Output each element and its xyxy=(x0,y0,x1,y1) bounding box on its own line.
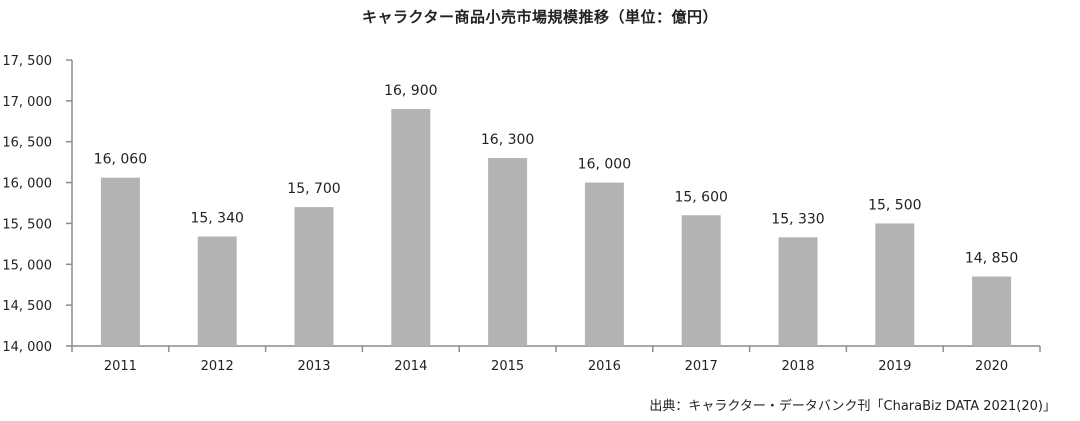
x-tick-label: 2013 xyxy=(297,359,330,374)
y-tick-label: 14, 500 xyxy=(2,299,52,314)
bar xyxy=(584,182,624,346)
data-label: 14, 850 xyxy=(965,251,1018,267)
bar xyxy=(391,109,431,347)
data-label: 15, 700 xyxy=(287,181,340,197)
chart-title: キャラクター商品小売市場規模推移（単位：億円） xyxy=(362,8,718,26)
y-tick-label: 16, 500 xyxy=(2,136,52,151)
bar xyxy=(875,223,915,346)
x-tick-label: 2017 xyxy=(685,359,718,374)
bar xyxy=(681,215,721,346)
data-label: 15, 500 xyxy=(868,197,921,213)
y-tick-label: 14, 000 xyxy=(2,340,52,355)
bar xyxy=(100,177,140,346)
x-tick-label: 2011 xyxy=(104,359,137,374)
bar xyxy=(488,158,528,346)
bar xyxy=(294,207,334,346)
y-tick-label: 15, 000 xyxy=(2,258,52,273)
x-tick-label: 2016 xyxy=(588,359,621,374)
x-tick-label: 2018 xyxy=(781,359,814,374)
data-label: 16, 300 xyxy=(481,132,534,148)
x-tick-label: 2014 xyxy=(394,359,427,374)
data-label: 16, 060 xyxy=(94,152,147,168)
data-label: 16, 900 xyxy=(384,83,437,99)
data-labels: 16, 060 15, 340 15, 700 16, 900 16, 300 16, 0… xyxy=(94,83,1019,267)
bars xyxy=(100,109,1012,347)
source-note: 出典：キャラクター・データバンク刊「CharaBiz DATA 2021(20)… xyxy=(649,399,1056,414)
bar xyxy=(778,237,818,346)
x-tick-label: 2019 xyxy=(878,359,911,374)
x-axis: 2011 2012 2013 2014 2015 2016 2017 2018 2019 2020 xyxy=(71,345,1041,374)
bar xyxy=(972,276,1012,346)
y-tick-label: 17, 500 xyxy=(2,54,52,69)
y-tick-label: 16, 000 xyxy=(2,177,52,192)
x-tick-label: 2012 xyxy=(201,359,234,374)
y-axis: 14, 000 14, 500 15, 000 15, 500 16, 000 16, 5… xyxy=(2,54,73,355)
data-label: 15, 600 xyxy=(674,189,727,205)
x-tick-label: 2015 xyxy=(491,359,524,374)
bar xyxy=(197,236,237,346)
y-tick-label: 15, 500 xyxy=(2,217,52,232)
data-label: 16, 000 xyxy=(578,157,631,173)
x-tick-label: 2020 xyxy=(975,359,1008,374)
data-label: 15, 340 xyxy=(190,211,243,227)
data-label: 15, 330 xyxy=(771,211,824,227)
y-tick-label: 17, 000 xyxy=(2,95,52,110)
